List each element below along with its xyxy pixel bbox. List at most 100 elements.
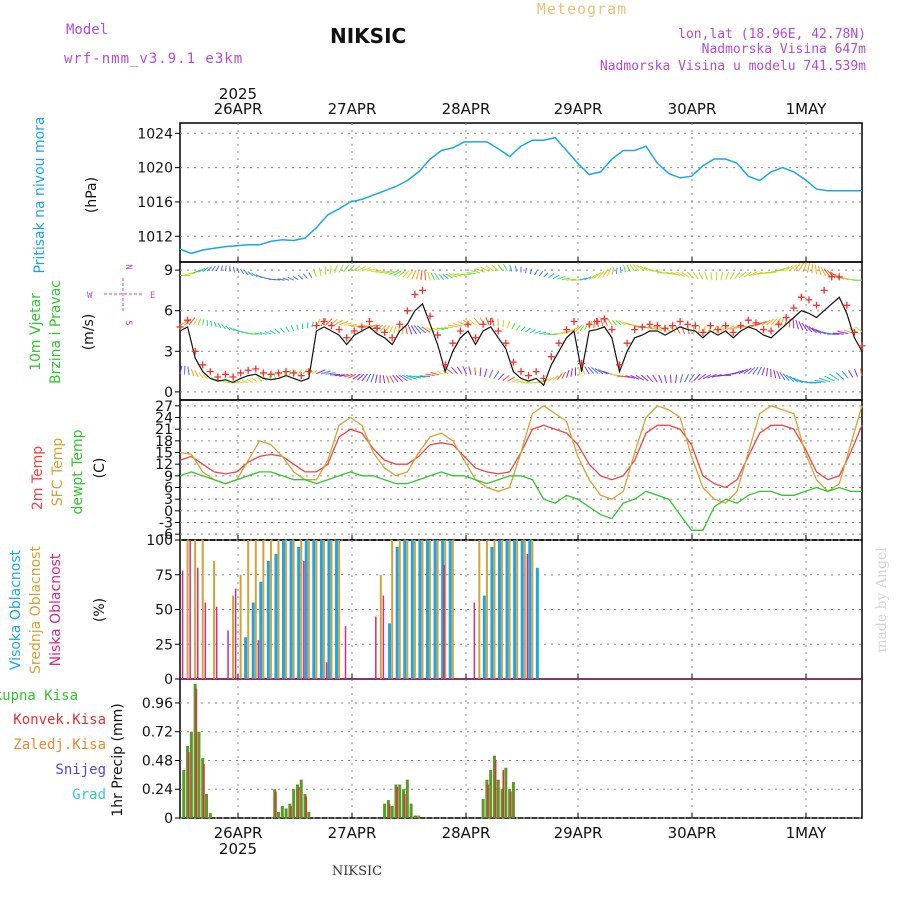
- mid-cloud-bar: [485, 540, 488, 679]
- wind-barb: [257, 376, 263, 382]
- wind-barb: [502, 375, 510, 381]
- wind-gust-marker: [782, 313, 790, 321]
- wind-barb: [348, 373, 357, 379]
- wind-barb: [285, 326, 290, 333]
- wind-barb: [388, 325, 394, 334]
- wind-barb: [623, 265, 627, 273]
- wind-gust-marker: [699, 328, 707, 336]
- wind-barb: [665, 271, 676, 276]
- wind-barb: [640, 374, 649, 382]
- wind-barb: [792, 319, 795, 329]
- wind-barb: [820, 267, 827, 277]
- total-rain-bar: [511, 782, 515, 818]
- wind-barb: [188, 317, 196, 326]
- low-cloud-bar: [189, 540, 191, 679]
- wind-barb: [793, 263, 801, 272]
- wind-unit: (m/s): [81, 314, 97, 351]
- wind-barb: [382, 375, 386, 384]
- wind-barb: [849, 327, 858, 333]
- wind-barb: [529, 268, 533, 275]
- wind-gust-marker: [199, 361, 207, 369]
- wind-gust-marker: [456, 327, 464, 335]
- bottom-day-label: 26APR: [214, 824, 263, 842]
- wind-barb: [606, 267, 612, 276]
- low-cloud-title: Niska Oblacnost: [48, 553, 64, 666]
- wind-barb: [338, 320, 349, 326]
- footer-station: NIKSIC: [332, 864, 382, 879]
- wind-barb: [445, 273, 454, 279]
- y-tick-label: 0.24: [142, 782, 173, 798]
- wind-barb: [818, 377, 831, 383]
- wind-barb: [308, 272, 313, 278]
- wind-gust-marker: [312, 322, 320, 330]
- wind-barb: [452, 273, 463, 277]
- wind-barb: [475, 268, 485, 273]
- high-cloud-bar: [448, 540, 452, 679]
- wind-barb: [618, 320, 626, 326]
- mid-cloud-bar: [516, 540, 519, 679]
- wind-barb: [710, 271, 713, 281]
- wind-barb: [215, 265, 220, 272]
- wind-barb: [593, 319, 596, 329]
- wind-gust-marker: [555, 339, 563, 347]
- wind-barb: [194, 370, 199, 377]
- wind-gust-marker: [850, 328, 858, 336]
- wind-barb: [675, 374, 678, 384]
- wind-gust-marker: [562, 326, 570, 334]
- wind-barb: [853, 368, 858, 377]
- wind-gust-marker: [275, 369, 283, 377]
- wind-barb: [848, 370, 854, 378]
- wind-barb: [179, 319, 188, 327]
- wind-barb: [430, 371, 440, 376]
- wind-barb: [343, 322, 353, 326]
- wind-barb: [602, 268, 609, 277]
- wind-barb: [211, 265, 216, 272]
- wind-gust-marker: [320, 318, 328, 326]
- y-tick-label: 9: [164, 263, 173, 279]
- convective-rain-bar: [502, 770, 505, 818]
- wind-barb: [575, 324, 583, 333]
- mid-cloud-bar: [247, 540, 250, 679]
- total-rain-bar: [508, 789, 512, 818]
- credit-label: made by Angel: [874, 547, 890, 653]
- wind-barb: [686, 271, 695, 279]
- total-rain-bar: [273, 789, 277, 818]
- wind-barb: [197, 318, 201, 326]
- wind-barb: [347, 265, 355, 272]
- wind-barb: [457, 321, 467, 327]
- high-cloud-bar: [490, 546, 494, 679]
- total-rain-bar: [398, 784, 402, 818]
- wind-barb: [388, 270, 398, 275]
- wind-barb: [236, 267, 240, 274]
- convective-rain-bar: [275, 791, 277, 818]
- wind-gust-marker: [449, 339, 457, 347]
- wind-barb: [259, 331, 267, 335]
- wind-barb: [511, 323, 516, 330]
- wind-barb: [766, 368, 769, 377]
- legend-snow: Snijeg: [55, 762, 106, 778]
- wind-gust-marker: [616, 361, 624, 369]
- total-rain-bar: [201, 758, 205, 818]
- high-cloud-bar: [304, 540, 308, 679]
- high-cloud-bar: [497, 540, 501, 679]
- model-name: wrf-nmm_v3.9.1 e3km: [64, 51, 243, 67]
- wind-barb: [619, 266, 622, 274]
- wind-gust-marker: [547, 353, 555, 361]
- wind-barb: [325, 318, 333, 326]
- wind-barb: [534, 269, 539, 276]
- wind-barb: [187, 366, 190, 376]
- total-rain-bar: [390, 806, 394, 818]
- low-cloud-bar: [526, 553, 529, 679]
- wind-barb: [692, 271, 699, 280]
- wind-barb: [630, 375, 640, 380]
- total-rain-bar: [417, 815, 421, 818]
- wind-barb: [725, 271, 730, 280]
- precip-unit: 1hr Precip (mm): [110, 703, 126, 816]
- wind-barb: [529, 329, 536, 334]
- wind-barb: [698, 373, 707, 381]
- wind-barb: [552, 375, 559, 381]
- compass-east-label: E: [150, 291, 155, 301]
- wind-barb: [361, 373, 368, 382]
- wind-barb: [434, 272, 440, 281]
- total-rain-bar: [409, 803, 413, 818]
